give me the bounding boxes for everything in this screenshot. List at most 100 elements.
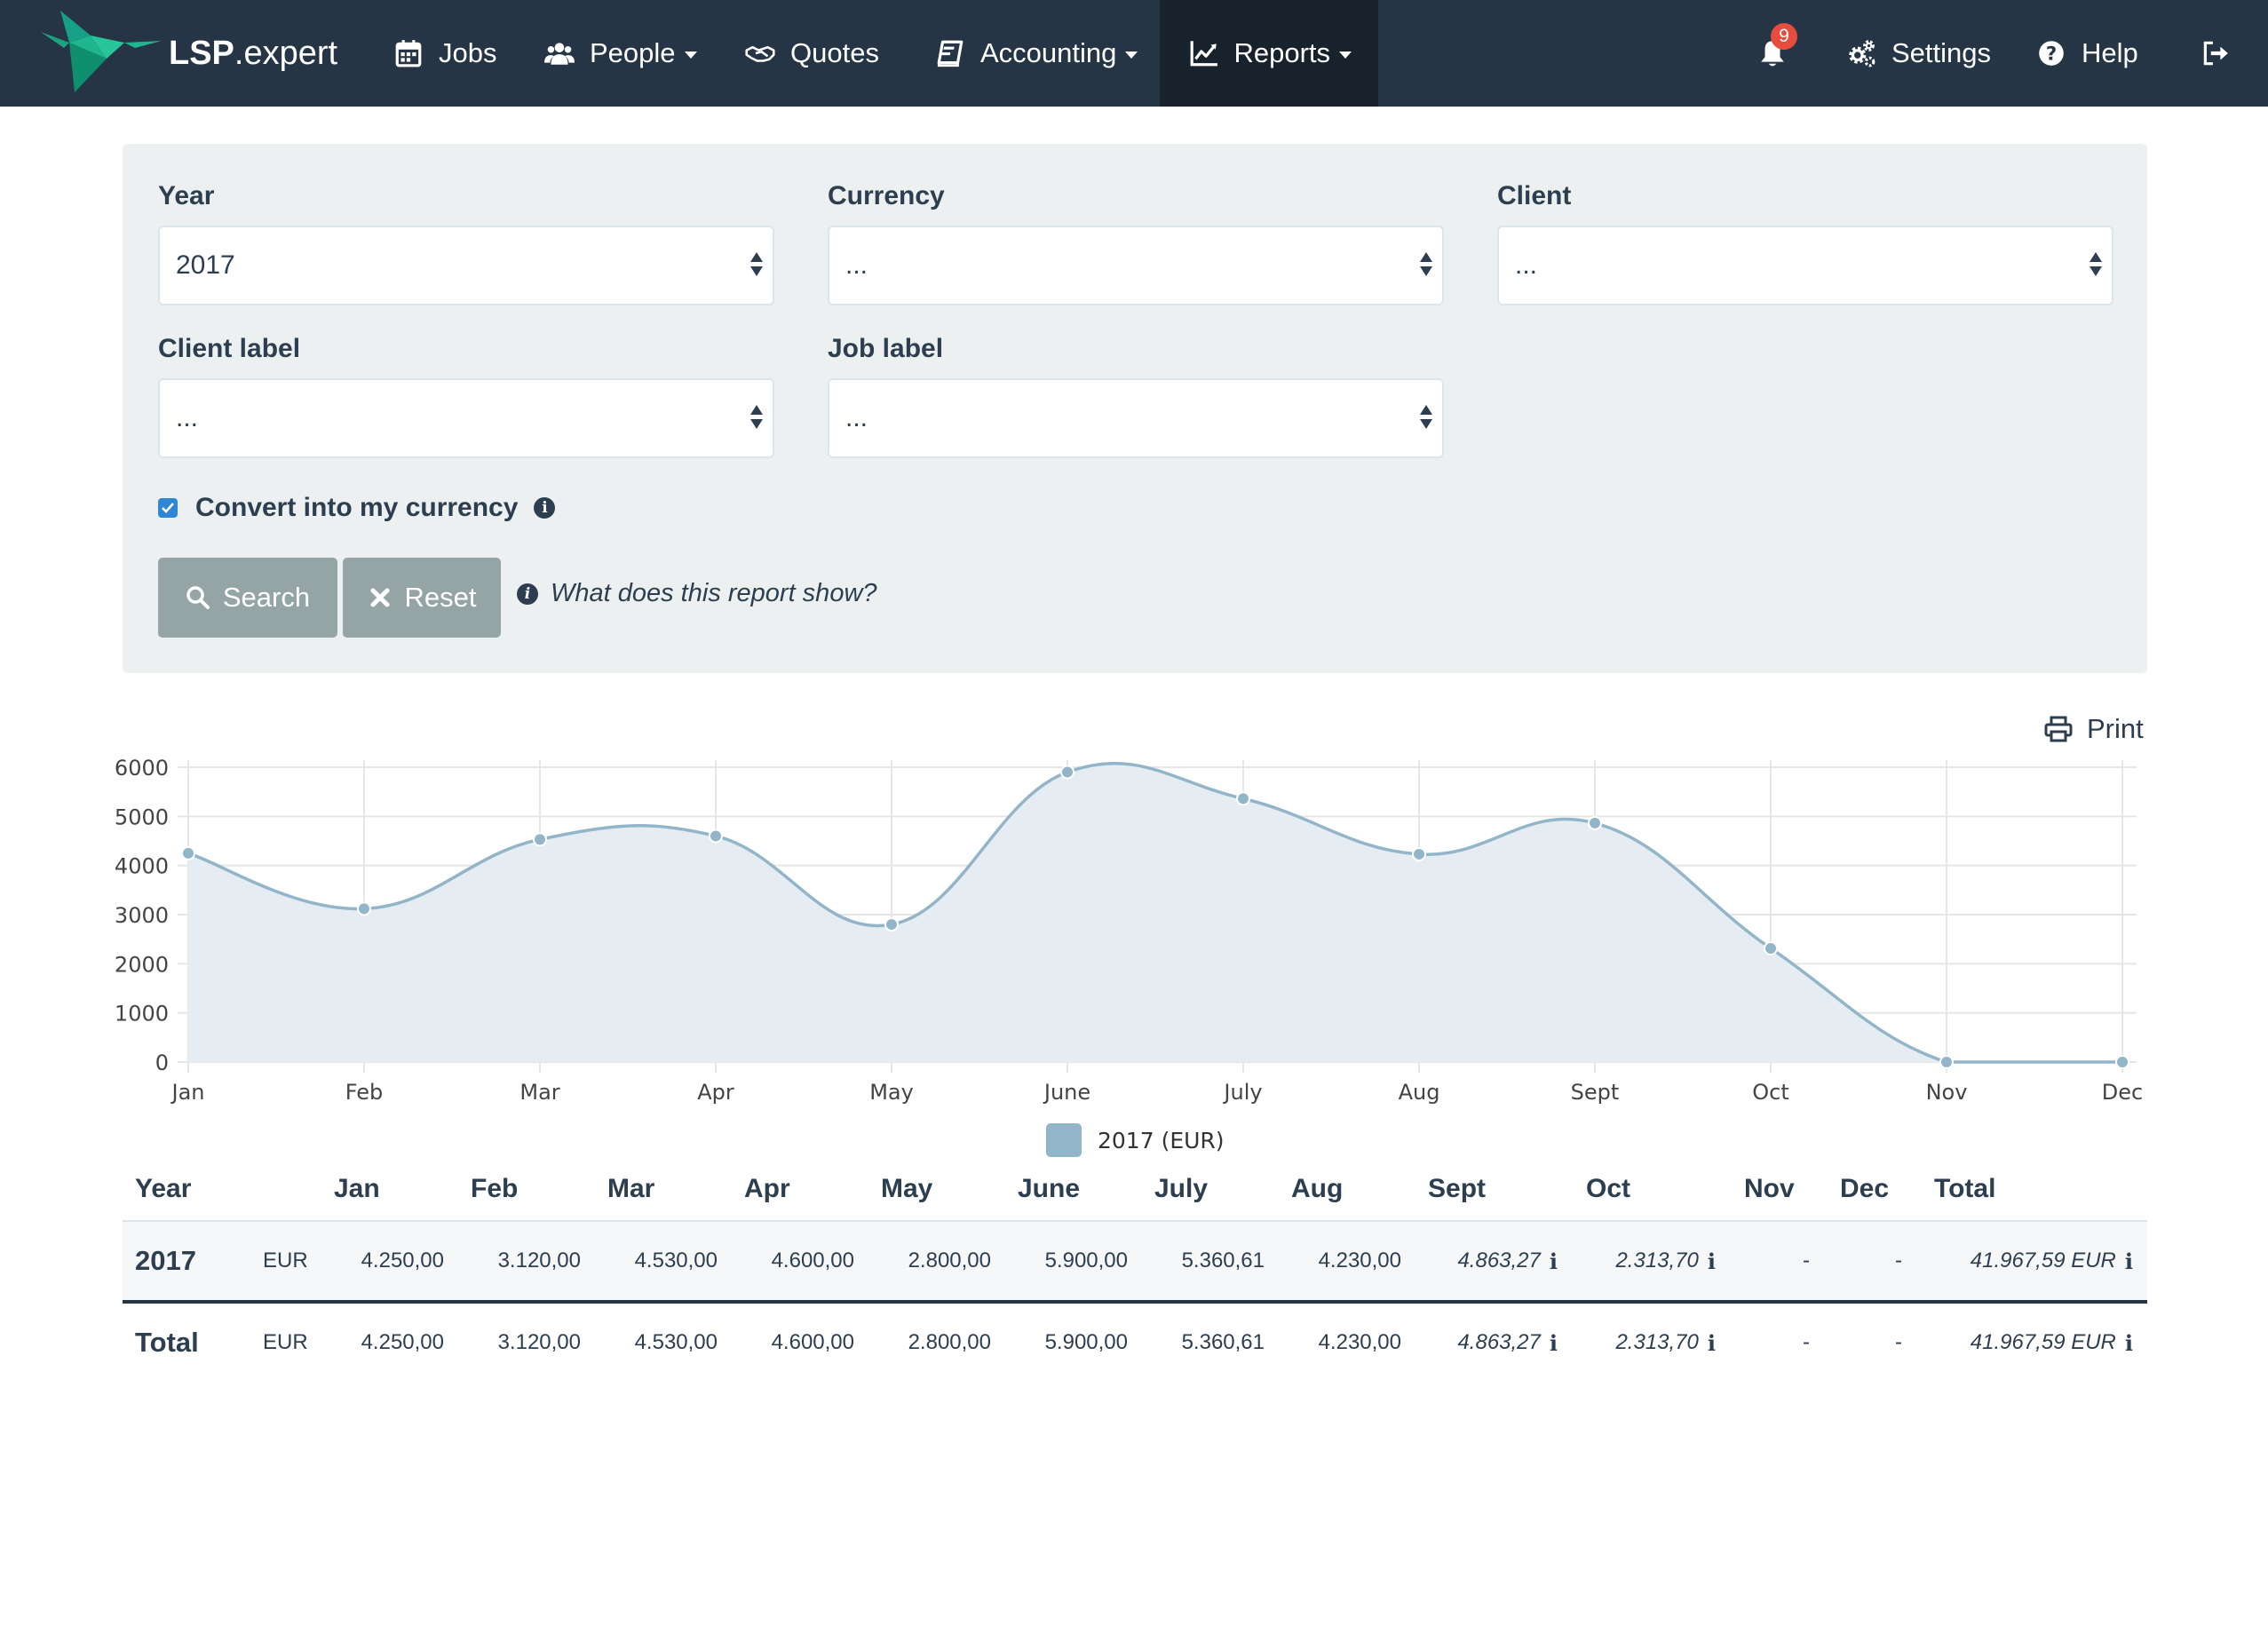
client-select-value: ... [1515, 250, 1538, 280]
table-total-row: Total EUR 4.250,00 3.120,00 4.530,00 4.600,00… [123, 1304, 2147, 1382]
chevron-down-icon [684, 52, 697, 59]
column-header: Jan [334, 1174, 380, 1203]
y-tick-label: 4000 [115, 854, 169, 879]
column-header: Nov [1744, 1174, 1795, 1203]
month-value-cell: 3.120,00 [498, 1222, 581, 1300]
client-label-select[interactable]: ... [158, 378, 774, 458]
month-value: 5.360,61 [1181, 1249, 1265, 1272]
info-icon: i [517, 583, 538, 605]
month-value: 3.120,00 [497, 1249, 581, 1272]
info-icon[interactable]: i [534, 497, 556, 519]
nav-accounting[interactable]: Accounting [906, 0, 1164, 107]
month-value: 2.800,00 [908, 1330, 991, 1354]
job-label-select[interactable]: ... [828, 378, 1444, 458]
data-point [357, 901, 371, 916]
month-value: 2.800,00 [908, 1249, 991, 1272]
info-icon[interactable]: i [1549, 1329, 1558, 1356]
month-value: 4.250,00 [361, 1249, 444, 1272]
data-point [1060, 765, 1075, 780]
row-total-value: 41.967,59 EUR [1970, 1249, 2116, 1272]
area-fill [188, 763, 2122, 1062]
logout-button[interactable] [2170, 0, 2268, 107]
month-value: 4.530,00 [634, 1330, 718, 1354]
info-icon[interactable]: i [1707, 1248, 1716, 1274]
info-icon[interactable]: i [1707, 1329, 1716, 1356]
month-value: 4.863,27 [1457, 1330, 1541, 1354]
month-value-cell: 4.230,00 [1319, 1222, 1401, 1300]
row-currency: EUR [263, 1249, 308, 1272]
y-tick-label: 0 [155, 1050, 169, 1075]
month-value-cell: 4.530,00 [635, 1222, 718, 1300]
x-tick-label: Oct [1752, 1080, 1789, 1105]
reset-button[interactable]: Reset [343, 558, 501, 638]
nav-people[interactable]: People [515, 0, 724, 107]
nav-jobs[interactable]: Jobs [364, 0, 523, 107]
x-tick-label: Jan [170, 1080, 205, 1105]
x-tick-label: Apr [697, 1080, 734, 1105]
info-icon[interactable]: i [2124, 1329, 2133, 1356]
client-label: Client [1497, 181, 1572, 210]
info-icon[interactable]: i [2124, 1248, 2133, 1274]
calendar-icon [391, 36, 426, 71]
client-select[interactable]: ... [1497, 226, 2113, 305]
book-icon [932, 36, 968, 71]
column-header: Year [135, 1174, 192, 1203]
year-select-value: 2017 [176, 250, 235, 280]
data-point [1236, 791, 1250, 806]
x-tick-label: June [1043, 1080, 1090, 1105]
chevron-down-icon [1339, 52, 1352, 59]
row-year-label: 2017 [135, 1245, 196, 1276]
month-value-cell: 3.120,00 [498, 1304, 581, 1382]
month-value-cell: 5.900,00 [1045, 1222, 1128, 1300]
column-header: Mar [607, 1174, 655, 1203]
row-total-cell: 41.967,59 EUR i [1971, 1222, 2133, 1300]
y-tick-label: 6000 [115, 756, 169, 781]
chart-legend[interactable]: 2017 (EUR) [1046, 1122, 1225, 1158]
select-arrows-icon [749, 405, 764, 433]
notifications-button[interactable]: 9 [1728, 0, 1829, 107]
gears-icon [1844, 36, 1879, 71]
x-tick-label: Sept [1571, 1080, 1620, 1105]
month-value: 2.313,70 [1615, 1249, 1699, 1272]
reset-button-label: Reset [404, 582, 477, 613]
report-help-text: What does this report show? [551, 579, 877, 607]
month-value-cell: 4.863,27 i [1457, 1222, 1558, 1300]
month-value-cell: 2.313,70 i [1615, 1222, 1716, 1300]
column-header: July [1154, 1174, 1209, 1203]
nav-settings[interactable]: Settings [1817, 0, 2018, 107]
question-circle-icon: ? [2034, 36, 2069, 71]
nav-accounting-label: Accounting [980, 37, 1117, 68]
data-point [884, 917, 899, 932]
month-value-cell: 4.600,00 [772, 1222, 854, 1300]
convert-currency-label[interactable]: Convert into my currency [195, 493, 519, 522]
month-value-cell: 2.313,70 i [1615, 1304, 1716, 1382]
client-label-select-value: ... [176, 403, 199, 432]
month-value: 3.120,00 [497, 1330, 581, 1354]
month-value-cell: - [1803, 1304, 1810, 1382]
month-value-cell: 4.250,00 [361, 1304, 444, 1382]
info-icon[interactable]: i [1549, 1248, 1558, 1274]
x-tick-label: May [869, 1080, 914, 1105]
report-filter-panel: Year 2017 Currency ... Client ... Client… [123, 144, 2147, 673]
nav-help[interactable]: ? Help [2007, 0, 2165, 107]
month-value-cell: - [1803, 1222, 1810, 1300]
legend-label: 2017 (EUR) [1098, 1127, 1225, 1153]
search-button[interactable]: Search [158, 558, 337, 638]
convert-currency-checkbox[interactable] [158, 498, 178, 518]
data-point [1588, 815, 1602, 830]
convert-currency-row: Convert into my currency i [158, 490, 556, 526]
brand-logo[interactable]: LSP.expert [39, 7, 337, 99]
sign-out-icon [2197, 36, 2232, 71]
column-header: May [881, 1174, 933, 1203]
month-value-cell: 5.900,00 [1045, 1304, 1128, 1382]
print-button[interactable]: Print [2044, 710, 2144, 748]
column-header: Oct [1586, 1174, 1631, 1203]
data-point [1764, 940, 1778, 955]
report-help-link[interactable]: i What does this report show? [517, 579, 877, 608]
y-tick-label: 5000 [115, 805, 169, 829]
nav-quotes[interactable]: Quotes [716, 0, 906, 107]
nav-reports[interactable]: Reports [1160, 0, 1378, 107]
year-select[interactable]: 2017 [158, 226, 774, 305]
month-value: 4.250,00 [361, 1330, 444, 1354]
currency-select[interactable]: ... [828, 226, 1444, 305]
